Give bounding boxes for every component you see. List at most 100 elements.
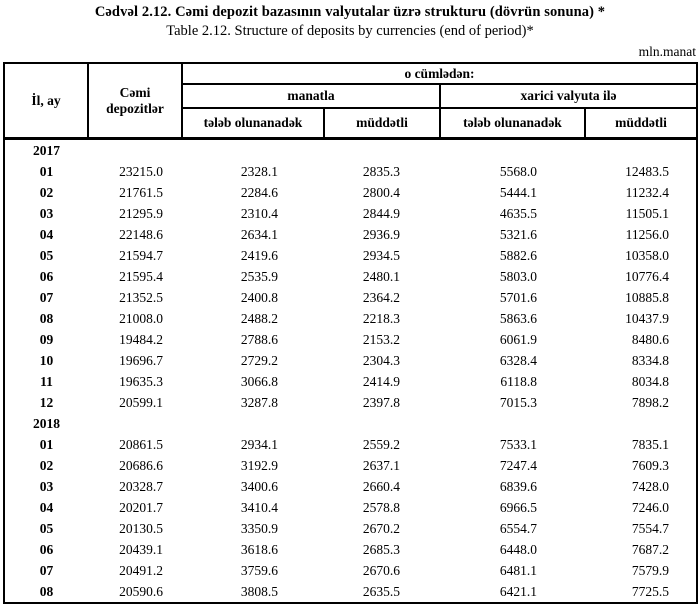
value-cell: 2414.9 <box>362 374 400 389</box>
value-cell: 19484.2 <box>119 332 163 347</box>
value-cell: 2670.6 <box>362 563 400 578</box>
value-cell: 6061.9 <box>499 332 537 347</box>
period-label: 01 <box>39 164 54 179</box>
deposits-by-currency-table: İl, ay Cəmi depozitlər o cümlədən: manat… <box>3 62 698 604</box>
data-row: 02 20686.6 3192.9 2637.1 7247.4 7609.3 <box>4 455 697 476</box>
data-row: 03 21295.9 2310.4 2844.9 4635.5 11505.1 <box>4 203 697 224</box>
value-cell: 2685.3 <box>362 542 400 557</box>
value-cell: 4635.5 <box>499 206 537 221</box>
value-cell: 5568.0 <box>499 164 537 179</box>
data-row: 05 20130.5 3350.9 2670.2 6554.7 7554.7 <box>4 518 697 539</box>
value-cell: 7428.0 <box>631 479 669 494</box>
value-cell: 2670.2 <box>362 521 400 536</box>
table-title-azerbaijani: Cədvəl 2.12. Cəmi depozit bazasının valy… <box>94 4 606 20</box>
value-cell: 2488.2 <box>240 311 278 326</box>
value-cell: 3400.6 <box>240 479 278 494</box>
value-cell <box>88 139 182 162</box>
value-cell: 23215.0 <box>119 164 163 179</box>
value-cell: 20201.7 <box>119 500 163 515</box>
value-cell: 21761.5 <box>119 185 163 200</box>
data-row: 07 20491.2 3759.6 2670.6 6481.1 7579.9 <box>4 560 697 581</box>
value-cell: 2844.9 <box>362 206 400 221</box>
value-cell: 10358.0 <box>625 248 669 263</box>
period-label: 04 <box>39 227 54 242</box>
period-label: 10 <box>39 353 54 368</box>
value-cell: 6554.7 <box>499 521 537 536</box>
value-cell: 7835.1 <box>631 437 669 452</box>
value-cell: 2934.5 <box>362 248 400 263</box>
value-cell: 7247.4 <box>499 458 537 473</box>
data-row: 03 20328.7 3400.6 2660.4 6839.6 7428.0 <box>4 476 697 497</box>
value-cell: 5321.6 <box>499 227 537 242</box>
value-cell <box>88 413 182 434</box>
period-label: 12 <box>39 395 54 410</box>
value-cell: 21595.4 <box>119 269 163 284</box>
value-cell <box>182 139 324 162</box>
value-cell: 5803.0 <box>499 269 537 284</box>
year-row: 2017 <box>4 139 697 162</box>
value-cell: 12483.5 <box>625 164 669 179</box>
value-cell: 8334.8 <box>631 353 669 368</box>
value-cell: 3808.5 <box>240 584 278 599</box>
data-row: 04 22148.6 2634.1 2936.9 5321.6 11256.0 <box>4 224 697 245</box>
value-cell: 3287.8 <box>240 395 278 410</box>
data-row: 01 23215.0 2328.1 2835.3 5568.0 12483.5 <box>4 161 697 182</box>
value-cell: 2480.1 <box>362 269 400 284</box>
value-cell: 10885.8 <box>625 290 669 305</box>
value-cell: 20491.2 <box>119 563 163 578</box>
value-cell: 21295.9 <box>119 206 163 221</box>
data-row: 09 19484.2 2788.6 2153.2 6061.9 8480.6 <box>4 329 697 350</box>
value-cell: 2660.4 <box>362 479 400 494</box>
value-cell: 6448.0 <box>499 542 537 557</box>
table-body: 2017 01 23215.0 2328.1 2835.3 5568.0 12483.5 02… <box>4 139 697 604</box>
period-label: 2018 <box>33 416 60 431</box>
value-cell: 2419.6 <box>240 248 278 263</box>
period-label: 08 <box>39 311 54 326</box>
value-cell: 10437.9 <box>625 311 669 326</box>
value-cell: 19696.7 <box>119 353 163 368</box>
data-row: 08 21008.0 2488.2 2218.3 5863.6 10437.9 <box>4 308 697 329</box>
period-label: 11 <box>40 374 53 389</box>
header-manat-demand: tələb olunanadək <box>181 107 325 140</box>
value-cell: 20686.6 <box>119 458 163 473</box>
header-including: o cümlədən: <box>181 62 698 85</box>
value-cell: 11505.1 <box>625 206 669 221</box>
data-row: 10 19696.7 2729.2 2304.3 6328.4 8334.8 <box>4 350 697 371</box>
table-title-english: Table 2.12. Structure of deposits by cur… <box>166 23 534 39</box>
period-label: 06 <box>39 542 54 557</box>
header-year-month: İl, ay <box>3 62 89 140</box>
value-cell: 20599.1 <box>119 395 163 410</box>
value-cell: 2400.8 <box>240 290 278 305</box>
value-cell: 21008.0 <box>119 311 163 326</box>
value-cell: 2310.4 <box>240 206 278 221</box>
value-cell: 11232.4 <box>625 185 669 200</box>
data-row: 02 21761.5 2284.6 2800.4 5444.1 11232.4 <box>4 182 697 203</box>
value-cell: 6421.1 <box>499 584 537 599</box>
value-cell: 20590.6 <box>119 584 163 599</box>
value-cell: 21352.5 <box>119 290 163 305</box>
value-cell: 7246.0 <box>631 500 669 515</box>
value-cell: 10776.4 <box>625 269 669 284</box>
data-row: 04 20201.7 3410.4 2578.8 6966.5 7246.0 <box>4 497 697 518</box>
value-cell <box>440 139 585 162</box>
value-cell: 2578.8 <box>362 500 400 515</box>
value-cell: 21594.7 <box>119 248 163 263</box>
header-in-manat: manatla <box>181 83 441 109</box>
data-row: 11 19635.3 3066.8 2414.9 6118.8 8034.8 <box>4 371 697 392</box>
value-cell <box>585 139 697 162</box>
value-cell: 2153.2 <box>362 332 400 347</box>
value-cell: 7687.2 <box>631 542 669 557</box>
value-cell: 20861.5 <box>119 437 163 452</box>
period-label: 01 <box>39 437 54 452</box>
header-in-foreign-currency: xarici valyuta ilə <box>439 83 698 109</box>
value-cell: 3192.9 <box>240 458 278 473</box>
period-label: 09 <box>39 332 54 347</box>
value-cell: 2635.5 <box>362 584 400 599</box>
value-cell: 2364.2 <box>362 290 400 305</box>
value-cell: 2328.1 <box>240 164 278 179</box>
value-cell: 2934.1 <box>240 437 278 452</box>
value-cell: 7533.1 <box>499 437 537 452</box>
value-cell: 3759.6 <box>240 563 278 578</box>
value-cell: 20439.1 <box>119 542 163 557</box>
data-row: 06 20439.1 3618.6 2685.3 6448.0 7687.2 <box>4 539 697 560</box>
